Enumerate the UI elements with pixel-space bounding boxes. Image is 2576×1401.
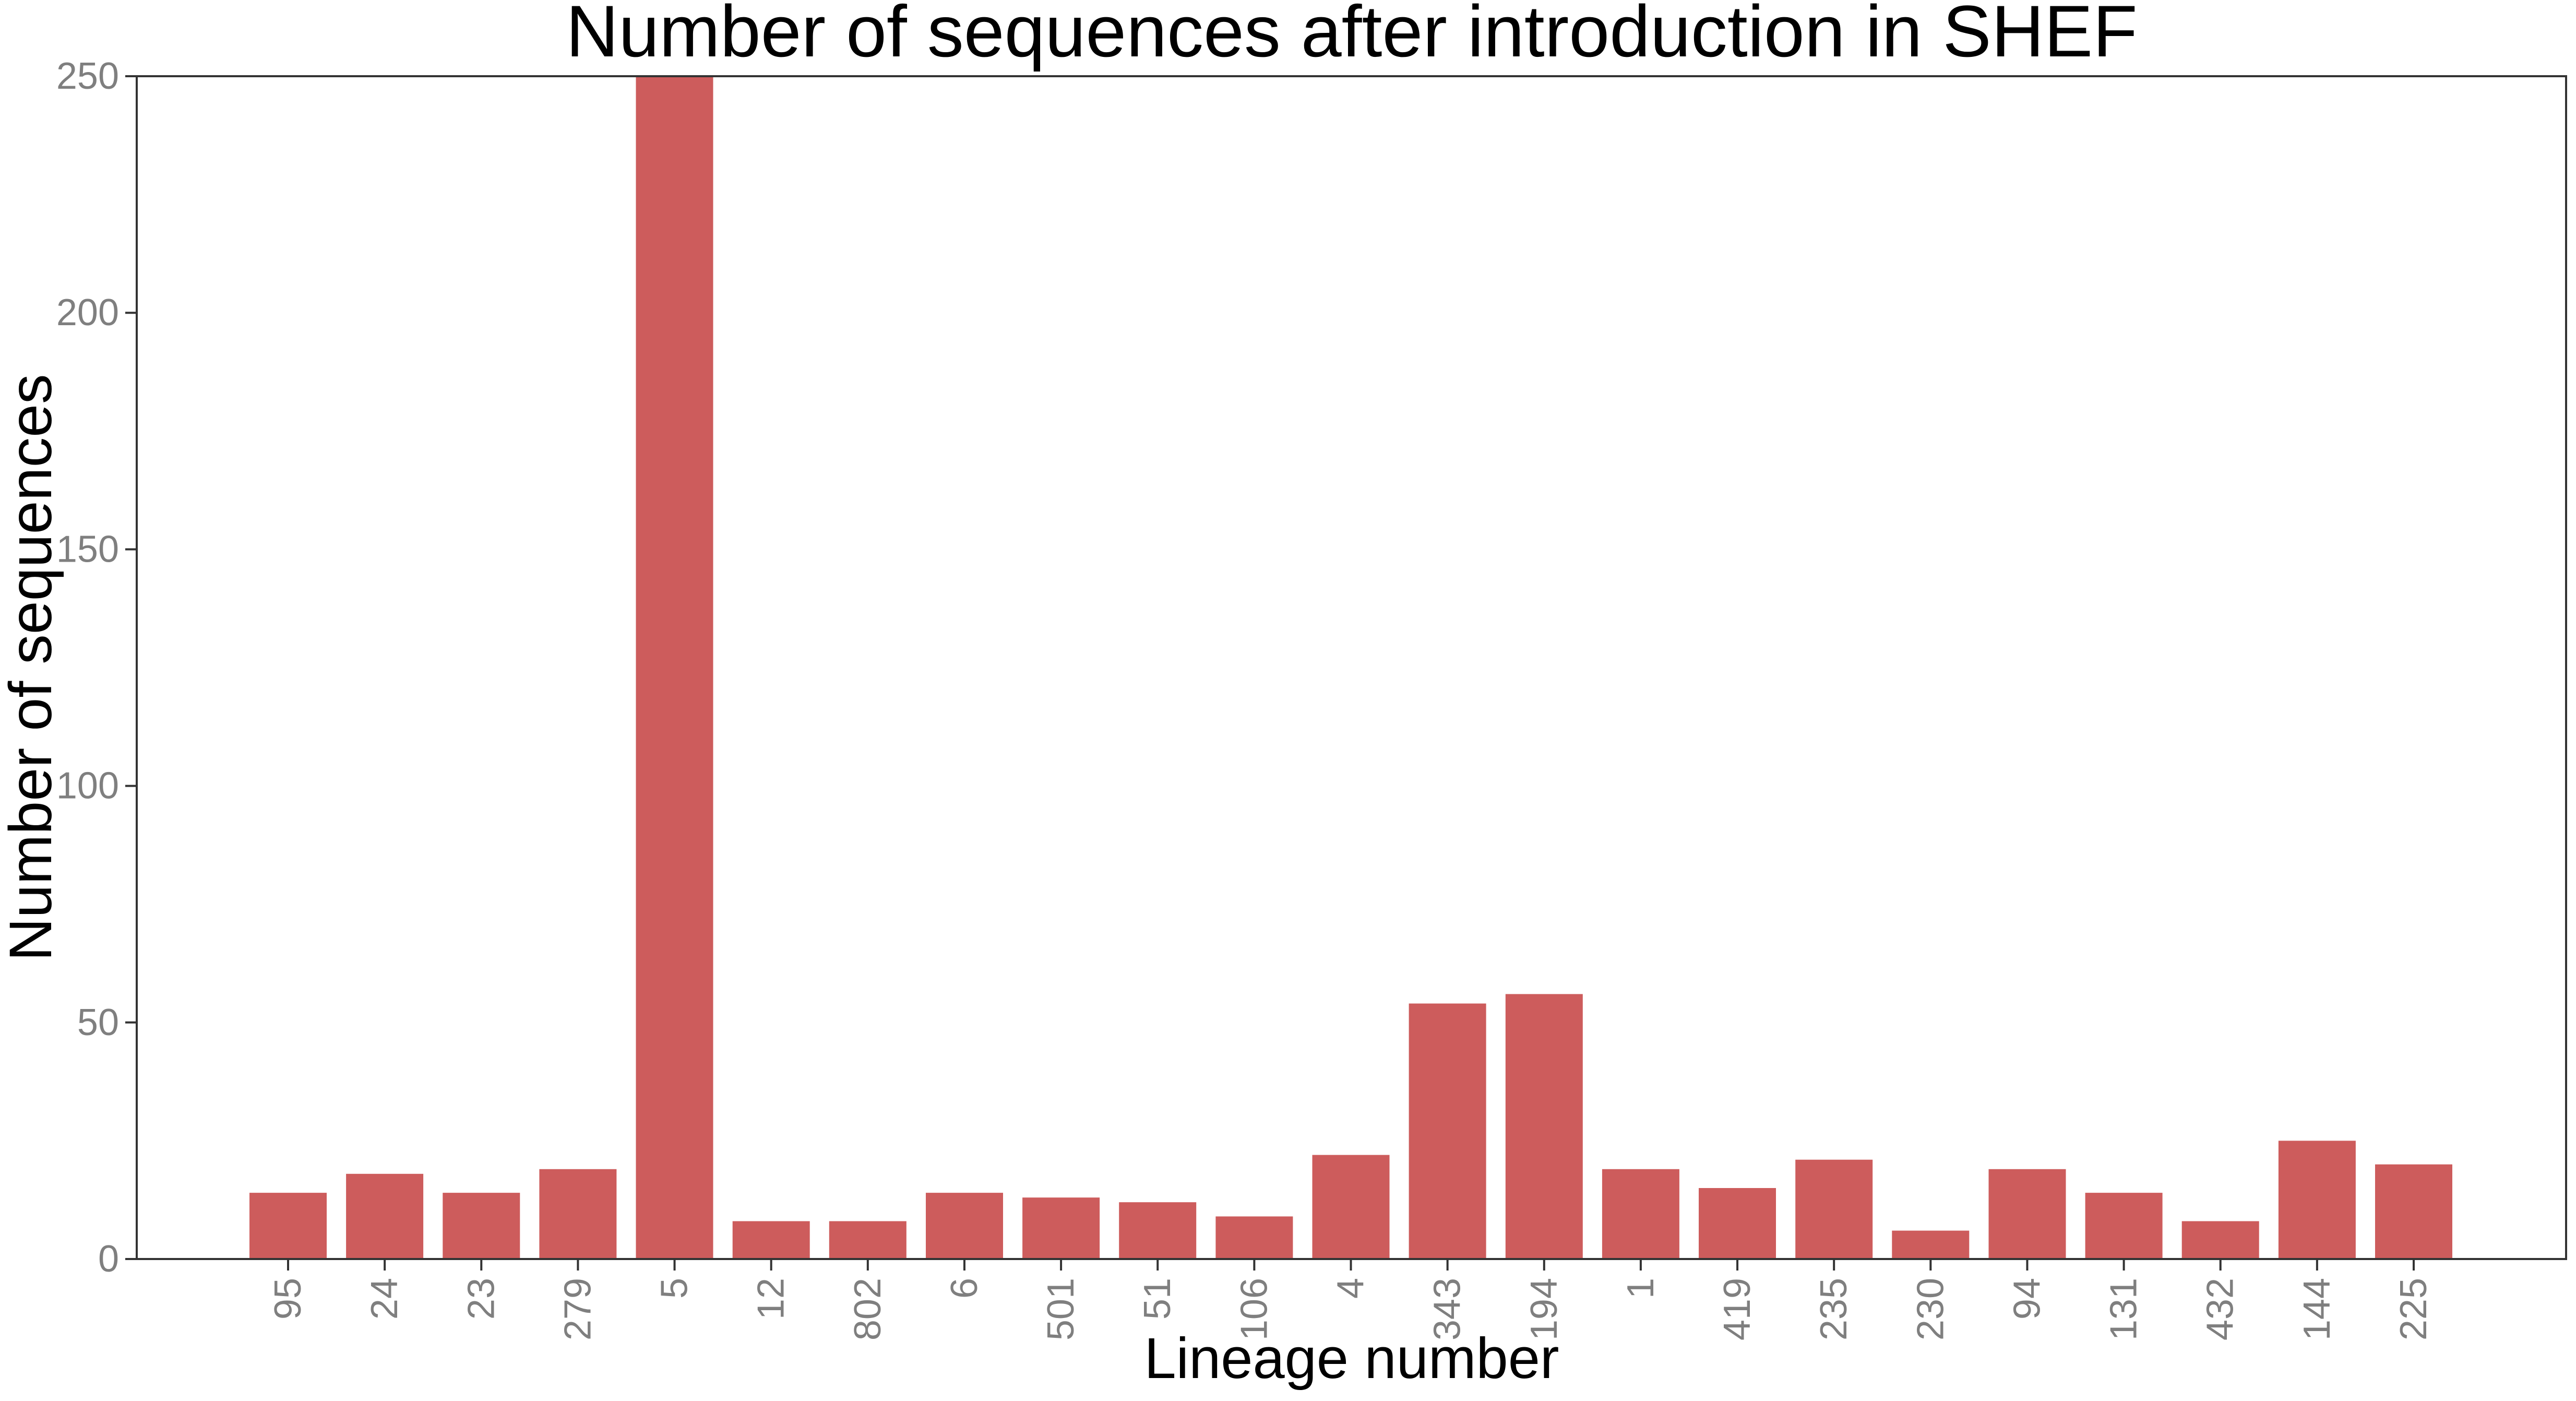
y-tick-label: 200 <box>56 292 119 334</box>
bar-4 <box>1312 1155 1390 1259</box>
x-tick-label: 4 <box>1330 1278 1372 1299</box>
x-tick-label: 802 <box>847 1278 889 1340</box>
x-tick-label: 51 <box>1137 1278 1178 1320</box>
x-tick-label: 235 <box>1813 1278 1855 1340</box>
x-tick-label: 12 <box>750 1278 792 1320</box>
bar-279 <box>539 1169 617 1259</box>
bar-51 <box>1119 1202 1197 1259</box>
y-tick-label: 250 <box>56 55 119 97</box>
bar-419 <box>1699 1188 1776 1259</box>
x-tick-label: 131 <box>2103 1278 2145 1340</box>
x-tick-label: 144 <box>2296 1278 2338 1340</box>
x-tick-label: 94 <box>2006 1278 2048 1320</box>
bar-144 <box>2278 1141 2356 1259</box>
y-tick-label: 100 <box>56 765 119 807</box>
x-tick-label: 23 <box>460 1278 502 1320</box>
bar-24 <box>346 1173 424 1259</box>
x-tick-label: 95 <box>267 1278 309 1320</box>
x-tick-label: 1 <box>1620 1278 1662 1299</box>
x-tick-label: 279 <box>557 1278 599 1340</box>
bar-23 <box>443 1193 520 1259</box>
x-tick-label: 6 <box>944 1278 985 1299</box>
bar-106 <box>1215 1216 1293 1259</box>
bar-5 <box>636 76 713 1259</box>
y-tick-label: 0 <box>98 1238 119 1280</box>
x-axis-title: Lineage number <box>1144 1326 1559 1391</box>
x-tick-label: 343 <box>1427 1278 1469 1340</box>
bar-432 <box>2181 1221 2259 1259</box>
x-tick-label: 432 <box>2200 1278 2241 1340</box>
x-tick-label: 106 <box>1233 1278 1275 1340</box>
y-tick-label: 50 <box>77 1002 119 1043</box>
bar-12 <box>732 1221 810 1259</box>
bar-1 <box>1602 1169 1679 1259</box>
bar-230 <box>1892 1230 1970 1259</box>
bar-501 <box>1022 1197 1100 1259</box>
bar-95 <box>249 1193 327 1259</box>
bar-343 <box>1409 1003 1486 1259</box>
bar-6 <box>926 1193 1003 1259</box>
x-tick-label: 419 <box>1716 1278 1758 1340</box>
x-tick-label: 225 <box>2393 1278 2435 1340</box>
bar-225 <box>2375 1164 2452 1259</box>
x-tick-label: 230 <box>1910 1278 1951 1340</box>
bar-194 <box>1505 994 1583 1259</box>
bar-94 <box>1988 1169 2066 1259</box>
chart-title: Number of sequences after introduction i… <box>566 0 2138 72</box>
bar-235 <box>1795 1159 1873 1259</box>
y-axis-ticks: 0 50 100 150 200 250 <box>56 55 137 1280</box>
bars-group <box>249 76 2452 1259</box>
y-axis-title: Number of sequences <box>0 374 64 961</box>
x-tick-label: 194 <box>1523 1278 1565 1340</box>
x-axis-ticks: 95 24 23 279 5 12 802 6 501 51 106 4 343 194 1 419 235 23… <box>267 1259 2435 1340</box>
x-tick-label: 5 <box>654 1278 696 1299</box>
plot-frame <box>136 75 2567 1260</box>
bar-131 <box>2085 1193 2163 1259</box>
x-tick-label: 501 <box>1040 1278 1082 1340</box>
y-tick-label: 150 <box>56 528 119 570</box>
x-tick-label: 24 <box>364 1278 406 1320</box>
bar-802 <box>829 1221 907 1259</box>
